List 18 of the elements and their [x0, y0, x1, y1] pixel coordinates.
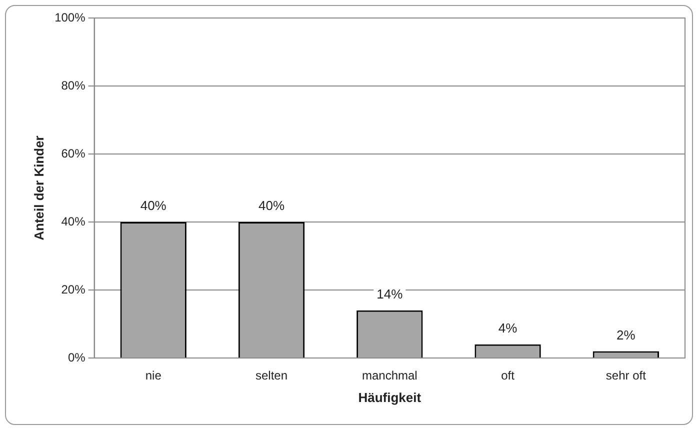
y-tick-label: 0%	[68, 350, 86, 364]
y-tick-label: 40%	[61, 214, 86, 228]
x-tick-label: selten	[255, 368, 288, 383]
data-label: 40%	[140, 198, 167, 214]
data-label: 2%	[616, 327, 636, 342]
data-label: 4%	[498, 320, 518, 336]
y-tick-label: 80%	[61, 78, 86, 92]
y-tick-label: 100%	[54, 10, 86, 24]
x-tick-label: sehr oft	[606, 368, 647, 383]
x-tick-label: nie	[145, 368, 162, 383]
y-tick-label: 60%	[61, 146, 86, 160]
y-axis-title: Anteil der Kinder	[31, 136, 46, 240]
y-tick-label: 20%	[61, 282, 86, 296]
x-tick-label: manchmal	[362, 368, 418, 383]
x-axis-title: Häufigkeit	[358, 390, 422, 405]
x-tick-label: oft	[501, 368, 516, 383]
data-label: 14%	[376, 286, 404, 302]
data-label: 40%	[258, 198, 285, 214]
